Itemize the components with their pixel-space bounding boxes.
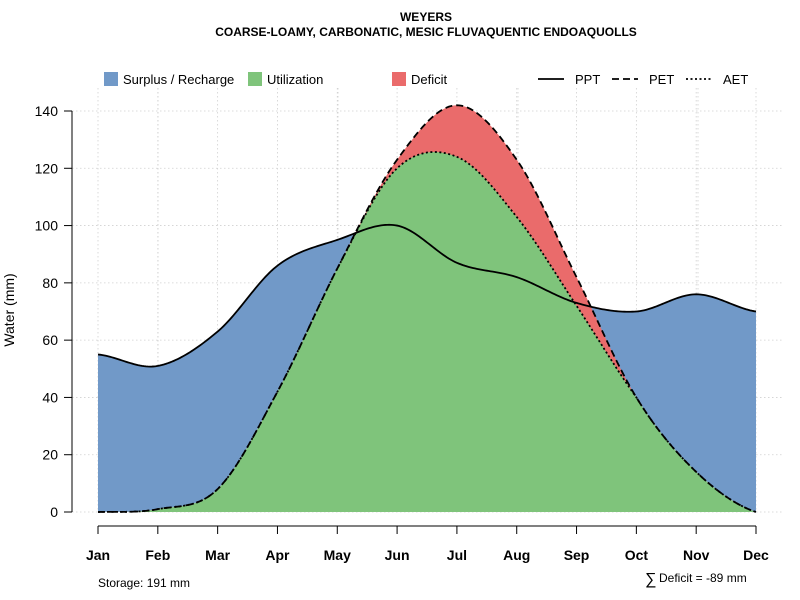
y-tick-label: 60	[42, 332, 58, 348]
x-tick-label: Dec	[743, 547, 769, 563]
axes: 0 20 40 60 80 100 120 140 Jan Feb Mar Apr May Jun Jul A…	[35, 103, 769, 563]
deficit-annotation: Deficit = -89 mm	[659, 571, 747, 585]
legend-swatch	[392, 72, 406, 86]
x-tick-label: Jul	[447, 547, 467, 563]
x-tick-label: Nov	[683, 547, 710, 563]
utilization-area	[98, 151, 756, 513]
sum-icon: ∑	[645, 571, 656, 588]
series-line-ppt	[97, 223, 757, 368]
legend-swatch	[248, 72, 262, 86]
series-lines	[97, 104, 757, 513]
legend-label: AET	[723, 72, 748, 87]
x-tick-label: Jan	[86, 547, 110, 563]
legend-label: Deficit	[411, 72, 448, 87]
legend-swatch	[104, 72, 118, 86]
y-tick-label: 120	[35, 160, 59, 176]
x-tick-label: Jun	[385, 547, 410, 563]
y-axis-label: Water (mm)	[1, 273, 17, 346]
chart-subtitle: COARSE-LOAMY, CARBONATIC, MESIC FLUVAQUE…	[215, 25, 637, 39]
legend-label: Surplus / Recharge	[123, 72, 234, 87]
legend-label: Utilization	[267, 72, 323, 87]
legend: Surplus / Recharge Utilization Deficit PPT P…	[104, 72, 748, 87]
x-tick-label: Oct	[625, 547, 649, 563]
y-tick-label: 20	[42, 447, 58, 463]
x-tick-label: May	[324, 547, 351, 563]
x-tick-label: Mar	[205, 547, 230, 563]
y-tick-label: 40	[42, 389, 58, 405]
y-tick-label: 140	[35, 103, 59, 119]
y-tick-label: 80	[42, 275, 58, 291]
x-tick-label: Sep	[564, 547, 590, 563]
series-line-aet	[97, 151, 757, 513]
y-tick-label: 100	[35, 218, 59, 234]
x-tick-label: Apr	[265, 547, 290, 563]
storage-annotation: Storage: 191 mm	[98, 576, 190, 590]
y-tick-label: 0	[50, 504, 58, 520]
legend-label: PET	[649, 72, 674, 87]
chart-title: WEYERS	[400, 10, 452, 24]
x-tick-label: Aug	[503, 547, 530, 563]
legend-label: PPT	[575, 72, 600, 87]
x-tick-label: Feb	[145, 547, 170, 563]
